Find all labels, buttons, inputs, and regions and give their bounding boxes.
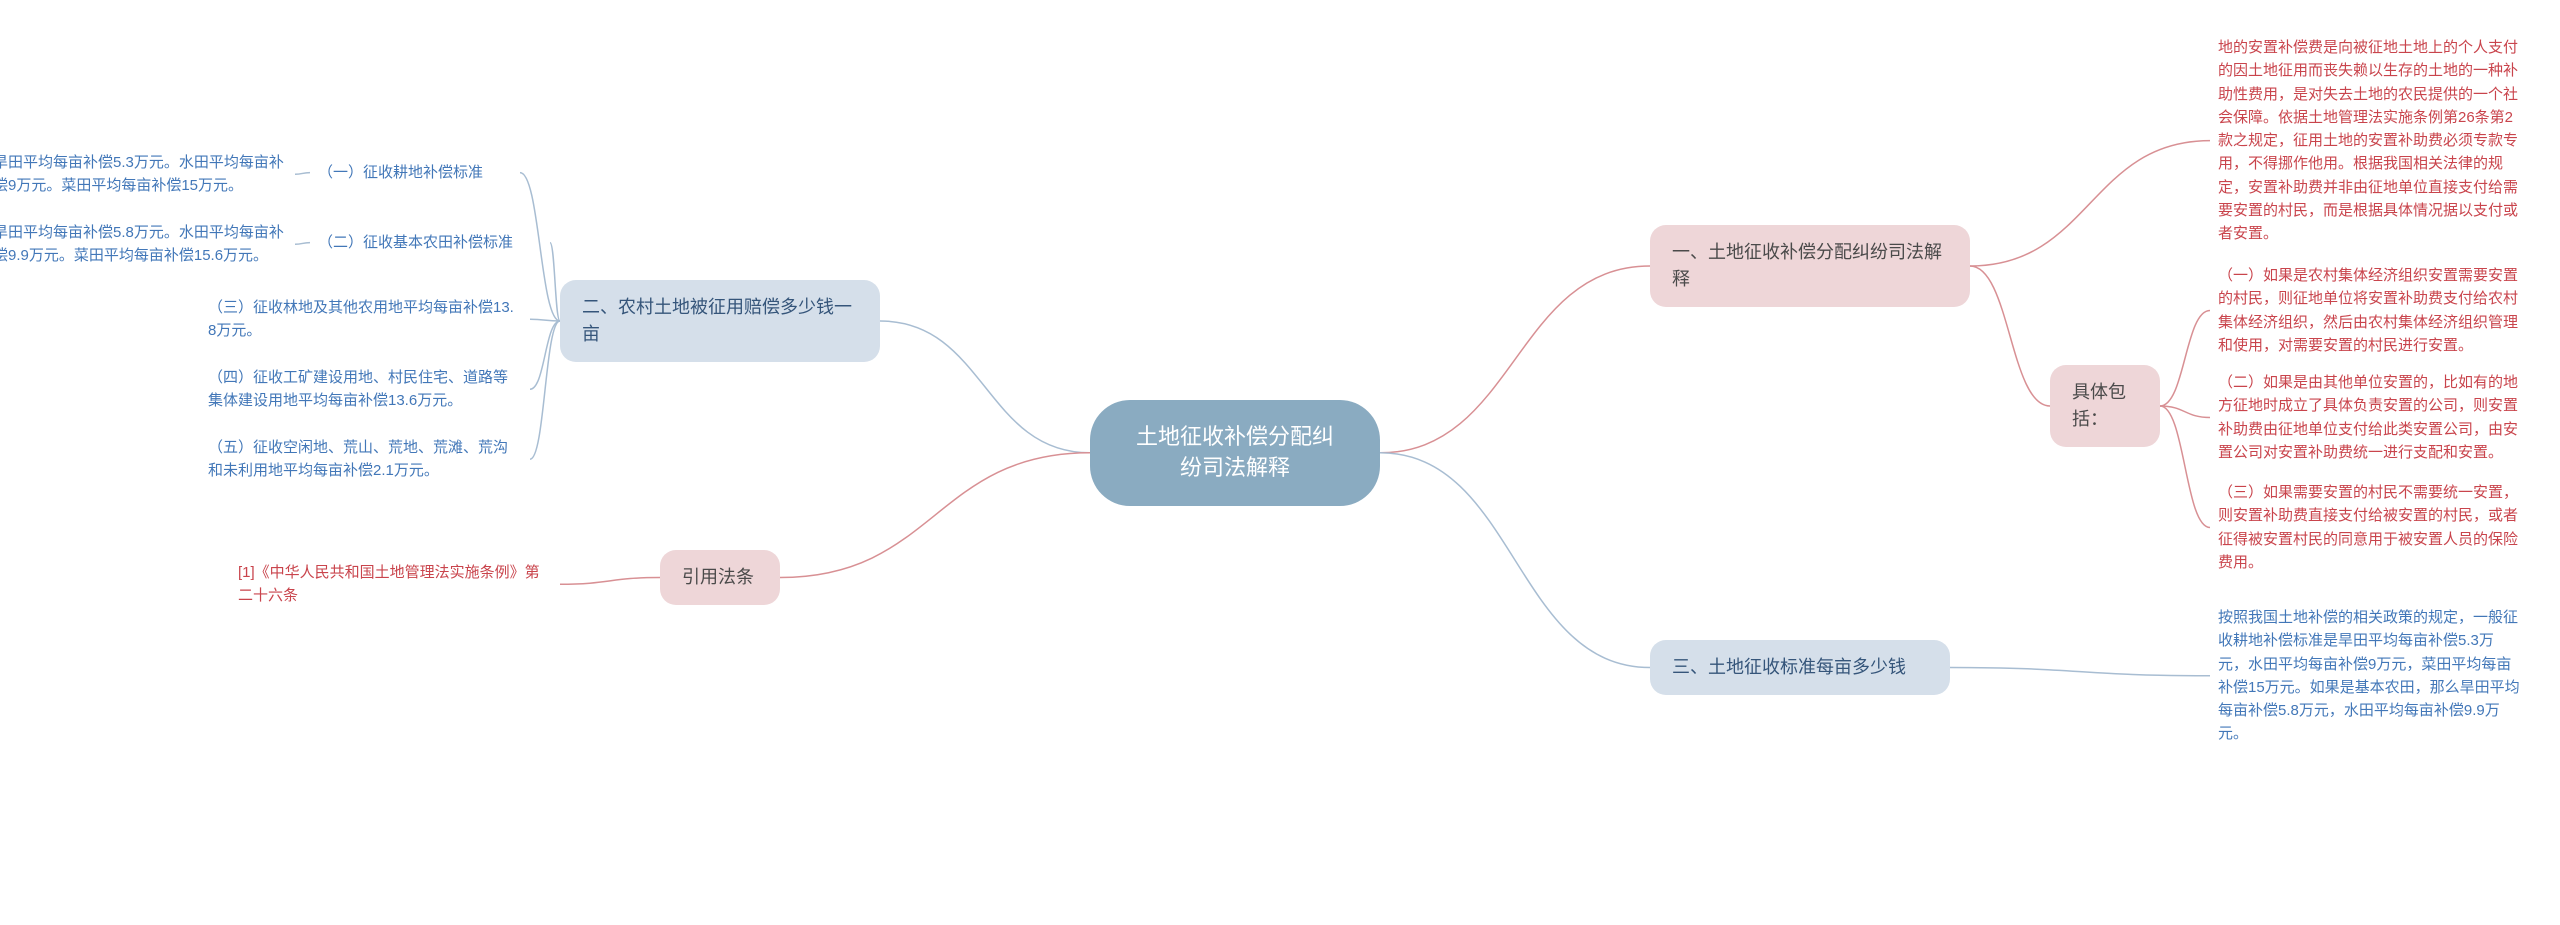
leaf-1a[interactable]: 地的安置补偿费是向被征地土地上的个人支付的因土地征用而丧失赖以生存的土地的一种补…: [2210, 30, 2530, 251]
branch-1[interactable]: 一、土地征收补偿分配纠纷司法解释: [1650, 225, 1970, 307]
leaf-1b3[interactable]: （三）如果需要安置的村民不需要统一安置，则安置补助费直接支付给被安置的村民，或者…: [2210, 475, 2530, 580]
leaf-2b[interactable]: （二）征收基本农田补偿标准: [310, 225, 550, 260]
leaf-4a[interactable]: [1]《中华人民共和国土地管理法实施条例》第二十六条: [230, 555, 560, 614]
leaf-2c[interactable]: （三）征收林地及其他农用地平均每亩补偿13.8万元。: [200, 290, 530, 349]
leaf-2a-d[interactable]: 旱田平均每亩补偿5.3万元。水田平均每亩补偿9万元。菜田平均每亩补偿15万元。: [0, 145, 295, 204]
branch-1-sub[interactable]: 具体包括：: [2050, 365, 2160, 447]
branch-4[interactable]: 引用法条: [660, 550, 780, 605]
branch-2[interactable]: 二、农村土地被征用赔偿多少钱一亩: [560, 280, 880, 362]
branch-3[interactable]: 三、土地征收标准每亩多少钱: [1650, 640, 1950, 695]
leaf-1b1[interactable]: （一）如果是农村集体经济组织安置需要安置的村民，则征地单位将安置补助费支付给农村…: [2210, 258, 2530, 363]
leaf-1b2[interactable]: （二）如果是由其他单位安置的，比如有的地方征地时成立了具体负责安置的公司，则安置…: [2210, 365, 2530, 470]
leaf-3a[interactable]: 按照我国土地补偿的相关政策的规定，一般征收耕地补偿标准是旱田平均每亩补偿5.3万…: [2210, 600, 2530, 752]
center-topic[interactable]: 土地征收补偿分配纠纷司法解释: [1090, 400, 1380, 506]
leaf-2b-d[interactable]: 旱田平均每亩补偿5.8万元。水田平均每亩补偿9.9万元。菜田平均每亩补偿15.6…: [0, 215, 295, 274]
leaf-2a[interactable]: （一）征收耕地补偿标准: [310, 155, 520, 190]
leaf-2d[interactable]: （四）征收工矿建设用地、村民住宅、道路等集体建设用地平均每亩补偿13.6万元。: [200, 360, 530, 419]
leaf-2e[interactable]: （五）征收空闲地、荒山、荒地、荒滩、荒沟和未利用地平均每亩补偿2.1万元。: [200, 430, 530, 489]
